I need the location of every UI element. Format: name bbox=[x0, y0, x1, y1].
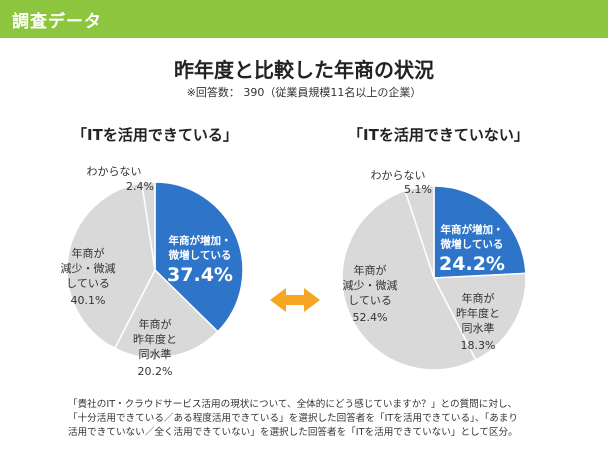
pie2-value-increase: 24.2% bbox=[439, 253, 505, 275]
pie1-label-decrease-name: 年商が bbox=[72, 246, 105, 260]
pie1-label-unknown-name: わからない bbox=[87, 165, 142, 178]
pie2-label-same-name: 同水準 bbox=[462, 321, 495, 335]
pie2-label-decrease-name: 年商が bbox=[354, 263, 387, 277]
pie1-label-unknown: わからない 2.4% bbox=[87, 165, 154, 193]
chart-subtitle: ※回答数： 390（従業員規模11名以上の企業） bbox=[186, 86, 422, 99]
pie2-label-increase-name: 微増している bbox=[440, 238, 504, 251]
left-pie-title: 「ITを活用できている」 bbox=[72, 126, 238, 144]
pie2-slice-same bbox=[432, 272, 527, 361]
pie2-label-increase: 年商が増加・微増している 24.2% bbox=[439, 223, 505, 275]
pie1-value-increase: 37.4% bbox=[167, 264, 233, 286]
pie2-value-same: 18.3% bbox=[461, 339, 496, 352]
pie1-value-same: 20.2% bbox=[138, 365, 173, 378]
pie1-label-increase-name: 微増している bbox=[168, 249, 232, 262]
pie2-value-decrease: 52.4% bbox=[353, 311, 388, 324]
pie2-value-unknown: 5.1% bbox=[404, 183, 432, 196]
pie2-label-unknown-name: わからない bbox=[371, 169, 426, 182]
footnote-line-2: 「十分活用できている／ある程度活用できている」を選択した回答者を「ITを活用でき… bbox=[68, 413, 518, 424]
pie2-label-decrease-name: 減少・微減 bbox=[343, 278, 398, 292]
footnote-line-3: 活用できていない／全く活用できていない」を選択した回答者を「ITを活用できていな… bbox=[68, 427, 518, 438]
pie2-label-same-name: 年商が bbox=[462, 291, 495, 305]
pie1-label-decrease-name: 減少・微減 bbox=[61, 261, 116, 275]
pie2-slice-decrease bbox=[341, 189, 477, 371]
header-label: 調査データ bbox=[12, 12, 102, 32]
pie2-label-decrease-name: している bbox=[348, 294, 392, 307]
pie1-label-decrease-name: している bbox=[66, 277, 110, 290]
pie2-label-same-name: 昨年度と bbox=[456, 306, 500, 320]
right-pie-title: 「ITを活用できていない」 bbox=[348, 126, 529, 144]
pie1-slice-unknown bbox=[140, 181, 156, 271]
pie1-slice-same bbox=[113, 268, 219, 359]
pie1-value-decrease: 40.1% bbox=[71, 294, 106, 307]
header-bar: 調査データ bbox=[0, 0, 608, 38]
pie2-label-increase-name: 年商が増加・ bbox=[441, 223, 504, 236]
footnote: 「貴社のIT・クラウドサービス活用の現状について、全体的にどう感じていますか？」… bbox=[68, 398, 578, 440]
footnote-line-1: 「貴社のIT・クラウドサービス活用の現状について、全体的にどう感じていますか？」… bbox=[68, 399, 518, 410]
pie1-label-same-name: 昨年度と bbox=[133, 332, 177, 346]
pie1-label-same-name: 同水準 bbox=[139, 347, 172, 361]
chart-title: 昨年度と比較した年商の状況 bbox=[174, 58, 434, 82]
pie1-label-increase: 年商が増加・微増している 37.4% bbox=[167, 234, 233, 286]
pie2-slice-unknown bbox=[404, 185, 435, 279]
pie1-slice-decrease bbox=[66, 182, 156, 350]
pie1-label-increase-name: 年商が増加・ bbox=[169, 234, 232, 247]
pie1-value-unknown: 2.4% bbox=[126, 180, 154, 193]
pie2-slice-increase bbox=[433, 185, 527, 279]
compare-arrow-icon bbox=[270, 288, 320, 312]
pie1-label-same-name: 年商が bbox=[139, 317, 172, 331]
pie1-slice-increase bbox=[154, 181, 244, 333]
